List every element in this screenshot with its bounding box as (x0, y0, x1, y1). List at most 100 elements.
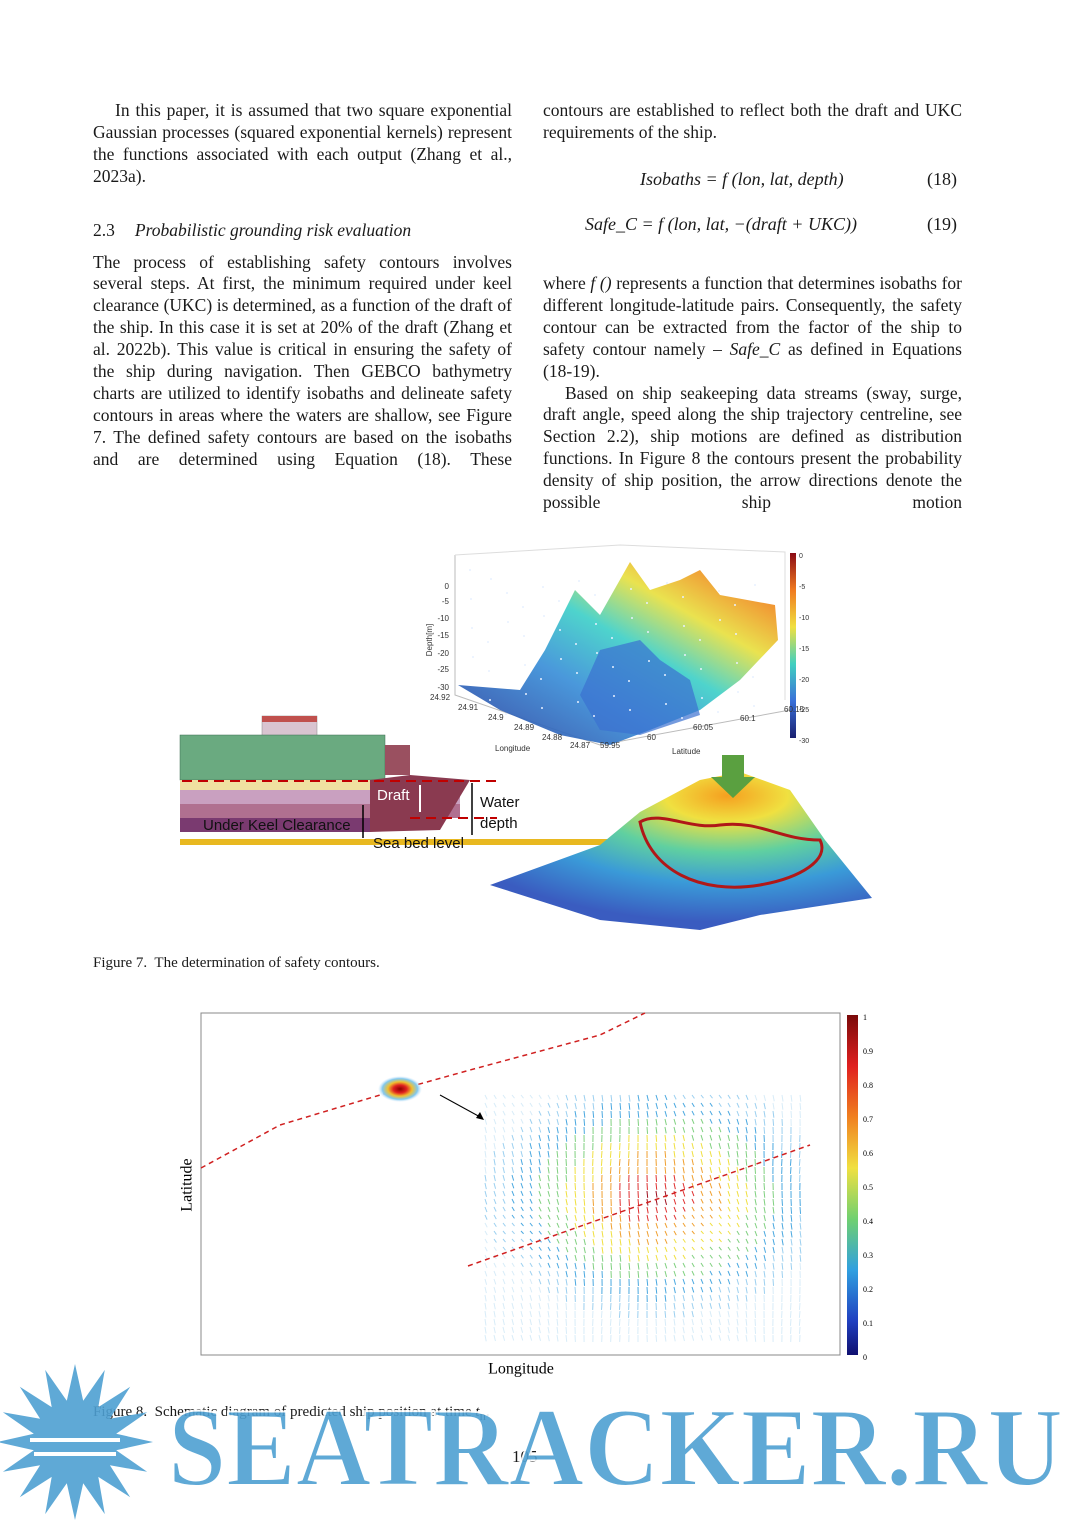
sample-point (754, 584, 756, 586)
vector (637, 1198, 640, 1206)
vector (538, 1198, 542, 1205)
vector (547, 1150, 550, 1158)
vector (565, 1270, 568, 1278)
vector (520, 1230, 524, 1235)
watermark-text: SEATRACKER.RU (168, 1386, 1063, 1510)
sample-point (543, 615, 545, 617)
vector (727, 1102, 731, 1108)
vector (547, 1230, 551, 1236)
vector (745, 1206, 749, 1213)
vector (574, 1190, 577, 1198)
vector (798, 1326, 801, 1334)
sample-point (647, 631, 649, 633)
vector (493, 1126, 497, 1133)
vector (529, 1094, 533, 1099)
vector (718, 1182, 722, 1189)
vector (718, 1166, 721, 1174)
equation: Safe_C = f (lon, lat, −(draft + UKC)) (585, 214, 857, 235)
vector (727, 1318, 730, 1326)
vector (556, 1118, 559, 1126)
plot-frame (200, 1012, 841, 1356)
vector (610, 1214, 613, 1222)
vector (574, 1238, 578, 1245)
sample-point (753, 705, 755, 707)
vector (709, 1230, 713, 1235)
vector (529, 1310, 532, 1318)
vector (691, 1238, 695, 1243)
vector (736, 1238, 740, 1244)
vector (673, 1102, 677, 1108)
vector (547, 1246, 551, 1252)
sample-point (646, 602, 648, 604)
vector (736, 1110, 740, 1117)
vector (664, 1254, 668, 1261)
vector (772, 1214, 775, 1222)
vector (583, 1198, 586, 1206)
vector (718, 1270, 722, 1276)
vector (682, 1278, 686, 1285)
vector (781, 1198, 784, 1206)
vector (610, 1206, 613, 1214)
vector (727, 1238, 731, 1243)
vector (565, 1102, 569, 1109)
vector (718, 1174, 722, 1181)
sample-point (752, 676, 754, 678)
vector (682, 1110, 686, 1116)
vector (664, 1142, 667, 1150)
sample-point (470, 598, 472, 600)
vector (781, 1110, 784, 1118)
vector (709, 1334, 713, 1341)
vector (664, 1182, 667, 1190)
vector (529, 1174, 533, 1181)
vector-field (484, 1094, 802, 1343)
vector (583, 1230, 586, 1238)
vector (601, 1214, 604, 1222)
vector (736, 1134, 739, 1142)
vector (628, 1254, 631, 1262)
vector (682, 1310, 685, 1318)
vector (502, 1150, 505, 1158)
vector (547, 1166, 550, 1174)
vector (763, 1214, 766, 1222)
vector (556, 1334, 559, 1342)
vector (565, 1294, 568, 1302)
vector (700, 1302, 704, 1309)
vector (538, 1134, 542, 1141)
vector (529, 1214, 533, 1219)
vector (609, 1150, 612, 1158)
sample-point (717, 711, 719, 713)
vector (600, 1150, 603, 1158)
hill (490, 772, 872, 930)
colorbar-tick-label: 0.9 (863, 1047, 873, 1056)
equation-rhs: = f (lon, lat, depth) (705, 169, 844, 189)
vector (556, 1318, 559, 1326)
vector (529, 1326, 533, 1333)
vector (610, 1230, 613, 1238)
vector (655, 1238, 659, 1245)
vector (619, 1254, 622, 1262)
vector (745, 1190, 748, 1198)
vector (673, 1110, 677, 1117)
arrowhead (476, 1112, 484, 1120)
vector (493, 1134, 496, 1142)
equation-lhs: Isobaths (640, 169, 702, 189)
sample-point (734, 604, 736, 606)
vector (556, 1094, 560, 1100)
vector (574, 1286, 577, 1294)
route (200, 1012, 646, 1169)
vector (655, 1190, 658, 1198)
vector (493, 1302, 496, 1310)
vector (718, 1134, 722, 1141)
vector (664, 1222, 668, 1229)
vector (538, 1126, 542, 1133)
vector (520, 1238, 524, 1243)
vector (736, 1190, 740, 1197)
vector (637, 1246, 640, 1254)
vector (709, 1310, 712, 1318)
vector (736, 1142, 739, 1150)
vector (727, 1270, 731, 1276)
vector (727, 1110, 731, 1116)
vector (745, 1142, 748, 1150)
vector (655, 1206, 658, 1214)
vector (655, 1246, 659, 1253)
